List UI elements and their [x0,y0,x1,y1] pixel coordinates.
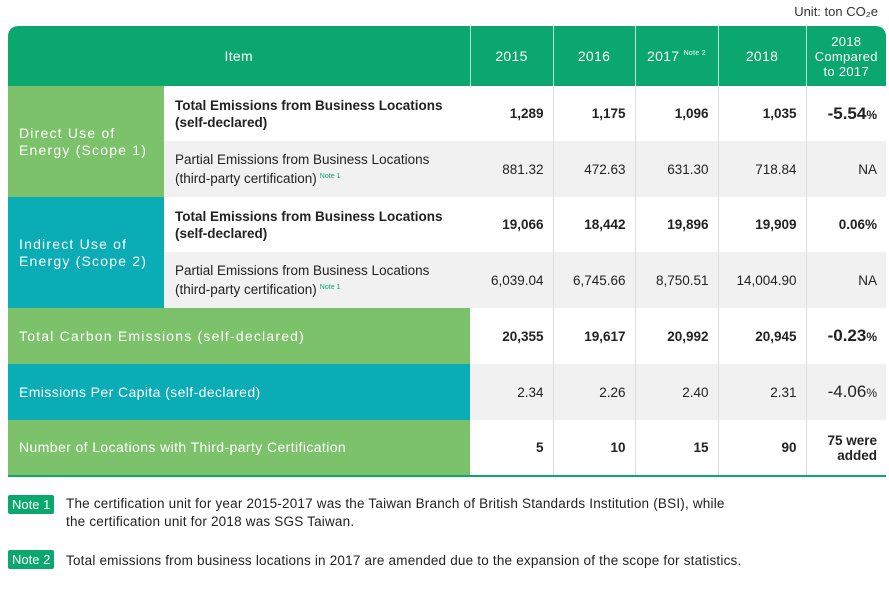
header-compare: 2018 Compared to 2017 [806,26,886,86]
note-2-tag: Note 2 [8,550,55,569]
group-scope-2: Indirect Use of Energy (Scope 2) [8,197,164,308]
cell-2017: 1,096 [635,86,719,141]
table-row: Number of Locations with Third-party Cer… [8,420,886,477]
cell-2015: 2.34 [470,364,554,420]
cell-2018: 19,909 [718,197,807,252]
cell-compare: 0.06% [805,197,886,252]
cell-2017: 19,896 [635,197,719,252]
cell-2017: 15 [635,420,719,477]
cell-2018: 718.84 [718,141,807,197]
row-label: Total Emissions from Business Locations(… [164,197,470,252]
header-2016: 2016 [553,26,636,86]
row-label-certified-locations: Number of Locations with Third-party Cer… [8,420,470,477]
cell-compare: -4.06% [805,364,886,420]
note-2: Note 2 Total emissions from business loc… [8,550,886,570]
cell-2015: 5 [470,420,554,477]
cell-2017: 2.40 [635,364,719,420]
cell-2015: 1,289 [470,86,554,141]
row-label-total: Total Carbon Emissions (self-declared) [8,308,470,364]
note-2-ref: Note 2 [683,50,706,57]
cell-compare: -5.54% [805,86,886,141]
cell-2017: 20,992 [635,308,719,364]
cell-2016: 2.26 [553,364,636,420]
table-row: Total Carbon Emissions (self-declared) 2… [8,308,886,364]
cell-2016: 10 [553,420,636,477]
cell-2018: 2.31 [718,364,807,420]
cell-2016: 18,442 [553,197,636,252]
cell-2016: 6,745.66 [553,252,636,308]
cell-2018: 20,945 [718,308,807,364]
cell-2015: 20,355 [470,308,554,364]
cell-compare: NA [805,141,886,197]
cell-2018: 14,004.90 [718,252,807,308]
note-2-text: Total emissions from business locations … [66,553,742,568]
cell-2015: 19,066 [470,197,554,252]
emissions-table: Item 2015 2016 2017 Note 2 2018 2018 Comp… [8,26,886,477]
cell-compare: 75 were added [805,420,886,477]
note-1: Note 1 The certification unit for year 2… [8,495,886,531]
note-1-tag: Note 1 [8,495,55,514]
row-label-per-capita: Emissions Per Capita (self-declared) [8,364,470,420]
cell-2016: 1,175 [553,86,636,141]
note-1-text: The certification unit for year 2015-201… [66,496,725,529]
cell-2016: 19,617 [553,308,636,364]
unit-label: Unit: ton CO₂e [794,4,878,19]
cell-compare: -0.23% [805,308,886,364]
table-header-row: Item 2015 2016 2017 Note 2 2018 2018 Comp… [8,26,886,86]
table-row: Partial Emissions from Business Location… [8,141,886,197]
group-scope-1: Direct Use of Energy (Scope 1) [8,86,164,197]
note-1-ref: Note 1 [319,173,341,180]
cell-compare: NA [805,252,886,308]
row-label: Partial Emissions from Business Location… [164,141,470,197]
header-item: Item [8,26,471,86]
cell-2015: 881.32 [470,141,554,197]
table-row: Indirect Use of Energy (Scope 2) Total Em… [8,197,886,308]
row-label: Partial Emissions from Business Location… [164,252,470,308]
cell-2018: 90 [718,420,807,477]
cell-2018: 1,035 [718,86,807,141]
cell-2017: 8,750.51 [635,252,719,308]
row-label: Total Emissions from Business Locations(… [164,86,470,141]
cell-2016: 472.63 [553,141,636,197]
cell-2015: 6,039.04 [470,252,554,308]
table-row: Emissions Per Capita (self-declared) 2.3… [8,364,886,420]
header-2015: 2015 [470,26,554,86]
note-1-ref: Note 1 [319,284,341,291]
header-2017: 2017 Note 2 [635,26,719,86]
cell-2017: 631.30 [635,141,719,197]
table-row: Partial Emissions from Business Location… [8,252,886,308]
table-row: Direct Use of Energy (Scope 1) Total Emis… [8,86,886,197]
header-2018: 2018 [718,26,807,86]
